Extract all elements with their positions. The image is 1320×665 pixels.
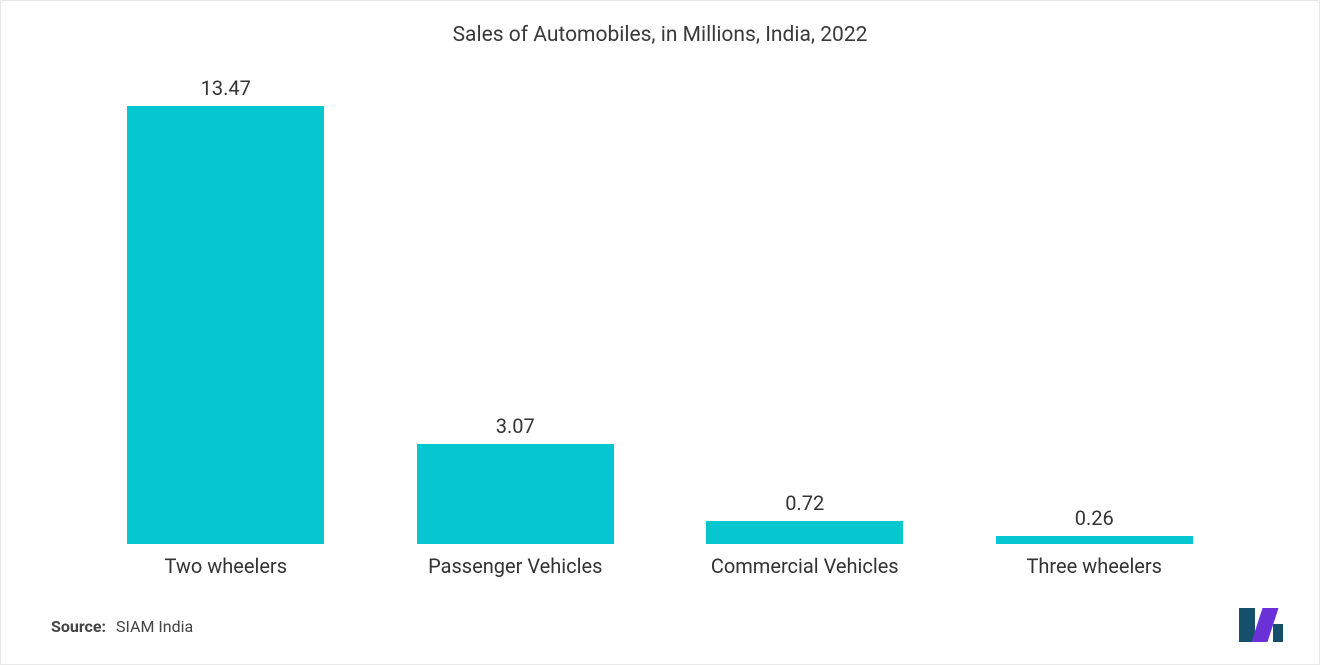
- bar-slot: 0.72Commercial Vehicles: [660, 491, 950, 544]
- chart-title: Sales of Automobiles, in Millions, India…: [1, 23, 1319, 47]
- plot-area: 13.47Two wheelers3.07Passenger Vehicles0…: [81, 91, 1239, 544]
- bars-row: 13.47Two wheelers3.07Passenger Vehicles0…: [81, 91, 1239, 544]
- bar-value-label: 0.72: [785, 491, 824, 515]
- bar-category-label: Two wheelers: [81, 554, 371, 578]
- bar: [127, 106, 324, 544]
- bar-value-label: 0.26: [1075, 506, 1114, 530]
- bar-value-label: 3.07: [496, 414, 535, 438]
- chart-frame: Sales of Automobiles, in Millions, India…: [0, 0, 1320, 665]
- brand-logo: [1239, 608, 1283, 642]
- source-value: SIAM India: [116, 617, 193, 636]
- source-label: Source:: [51, 617, 106, 636]
- bar-slot: 3.07Passenger Vehicles: [371, 414, 661, 544]
- bar: [417, 444, 614, 544]
- bar-slot: 13.47Two wheelers: [81, 76, 371, 544]
- logo-bar-small-icon: [1273, 624, 1283, 642]
- bar-value-label: 13.47: [201, 76, 251, 100]
- bar-slot: 0.26Three wheelers: [950, 506, 1240, 544]
- bar-category-label: Passenger Vehicles: [371, 554, 661, 578]
- bar: [996, 536, 1193, 544]
- bar-category-label: Three wheelers: [950, 554, 1240, 578]
- bar-category-label: Commercial Vehicles: [660, 554, 950, 578]
- bar: [706, 521, 903, 544]
- source-footer: Source: SIAM India: [51, 617, 193, 636]
